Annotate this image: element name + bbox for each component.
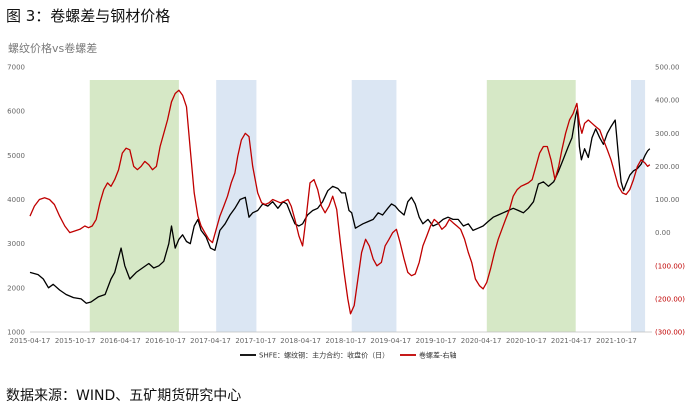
rebar-price-line [29,108,651,304]
series-lines [29,89,651,315]
left-tick-label-0: 1000 [7,329,25,337]
figure-title: 图 3：卷螺差与钢材价格 [6,7,171,25]
right-tick-label-8: (300.00) [655,329,685,337]
x-tick-label-5: 2017-10-17 [235,337,276,345]
shaded-periods [89,80,646,332]
shaded-period-0 [89,80,179,332]
shaded-period-4 [631,80,646,332]
x-tick-label-4: 2017-04-17 [190,337,231,345]
x-tick-label-10: 2020-04-17 [461,337,502,345]
source-note: 数据来源：WIND、五矿期货研究中心 [6,388,242,404]
right-axis-ticks: 500.00 400.00 300.00 200.00 100.00 0.00 (100.0… [655,64,685,337]
right-tick-label-7: (200.00) [655,295,685,303]
x-tick-label-7: 2018-10-17 [325,337,366,345]
left-axis-ticks: 1000 2000 3000 4000 5000 6000 7000 [7,64,25,337]
hrc-rebar-spread-line [29,89,651,315]
x-tick-label-0: 2015-04-17 [10,337,51,345]
right-tick-label-3: 200.00 [655,163,680,171]
right-tick-label-6: (100.00) [655,262,685,270]
x-tick-label-8: 2019-04-17 [370,337,411,345]
left-tick-label-3: 4000 [7,196,25,204]
chart-title: 螺纹价格vs卷螺差 [8,42,98,55]
x-tick-label-2: 2016-04-17 [100,337,141,345]
left-tick-label-2: 3000 [7,240,25,248]
right-tick-label-0: 500.00 [655,64,680,72]
right-tick-label-5: 0.00 [655,229,671,237]
right-tick-label-1: 400.00 [655,97,680,105]
left-tick-label-6: 7000 [7,64,25,72]
left-tick-label-5: 6000 [7,108,25,116]
legend: SHFE：螺纹钢：主力合约：收盘价（日） 卷螺差-右轴 [240,351,457,360]
shaded-period-3 [486,80,576,332]
x-tick-label-12: 2021-04-17 [551,337,592,345]
left-tick-label-1: 2000 [7,284,25,292]
right-tick-label-2: 300.00 [655,130,680,138]
legend-label-1: 卷螺差-右轴 [419,351,457,360]
x-tick-label-11: 2020-10-17 [506,337,547,345]
x-tick-label-6: 2018-04-17 [280,337,321,345]
left-tick-label-4: 5000 [7,152,25,160]
legend-label-0: SHFE：螺纹钢：主力合约：收盘价（日） [259,351,389,360]
x-tick-label-13: 2021-10-17 [596,337,637,345]
right-tick-label-4: 100.00 [655,196,680,204]
x-tick-label-9: 2019-10-17 [416,337,457,345]
x-tick-label-3: 2016-10-17 [145,337,186,345]
x-axis-ticks: 2015-04-17 2015-10-17 2016-04-17 2016-10-17… [10,337,637,345]
x-tick-label-1: 2015-10-17 [55,337,96,345]
